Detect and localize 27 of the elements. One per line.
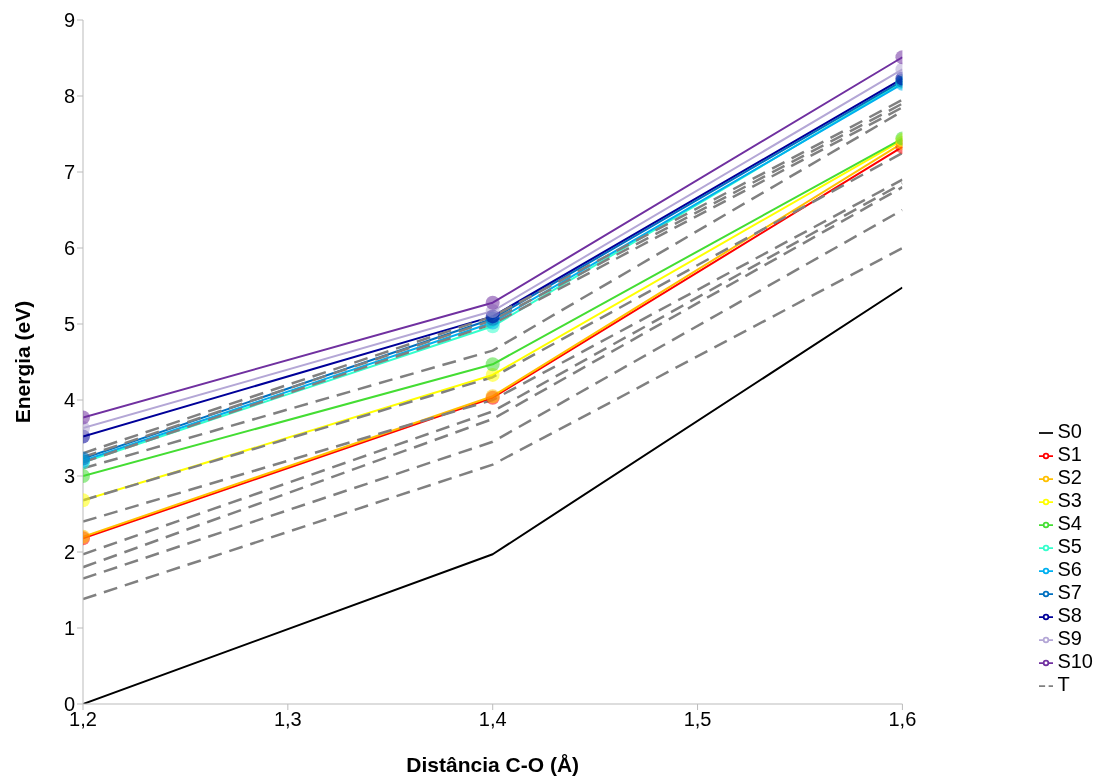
x-tick-label: 1,6 <box>888 708 917 731</box>
legend-label: S1 <box>1057 443 1082 465</box>
legend-label: S6 <box>1057 558 1082 580</box>
legend-label: S5 <box>1057 535 1082 557</box>
x-tick-label: 1,3 <box>273 708 302 731</box>
legend-label: S4 <box>1057 512 1082 534</box>
legend-label: S7 <box>1057 581 1082 603</box>
x-tick-label: 1,5 <box>683 708 712 731</box>
y-tick-label: 5 <box>63 313 75 336</box>
y-tick-label: 6 <box>63 237 75 260</box>
x-tick-label: 1,4 <box>478 708 507 731</box>
x-axis-title: Distância C-O (Å) <box>406 753 580 776</box>
legend-label: S0 <box>1057 420 1082 442</box>
legend-label: S2 <box>1057 466 1082 488</box>
y-tick-label: 9 <box>63 9 75 32</box>
legend-label: S3 <box>1057 489 1082 511</box>
legend-label: S10 <box>1057 650 1093 672</box>
y-tick-label: 7 <box>63 161 75 184</box>
y-axis-title: Energia (eV) <box>11 300 35 424</box>
legend-label: T <box>1057 673 1070 695</box>
legend-label: S9 <box>1057 627 1082 649</box>
y-tick-label: 4 <box>63 389 75 412</box>
legend-label: S8 <box>1057 604 1082 626</box>
y-tick-label: 1 <box>63 617 75 640</box>
y-tick-label: 3 <box>63 465 75 488</box>
y-tick-label: 2 <box>63 541 75 564</box>
y-tick-label: 8 <box>63 85 75 108</box>
